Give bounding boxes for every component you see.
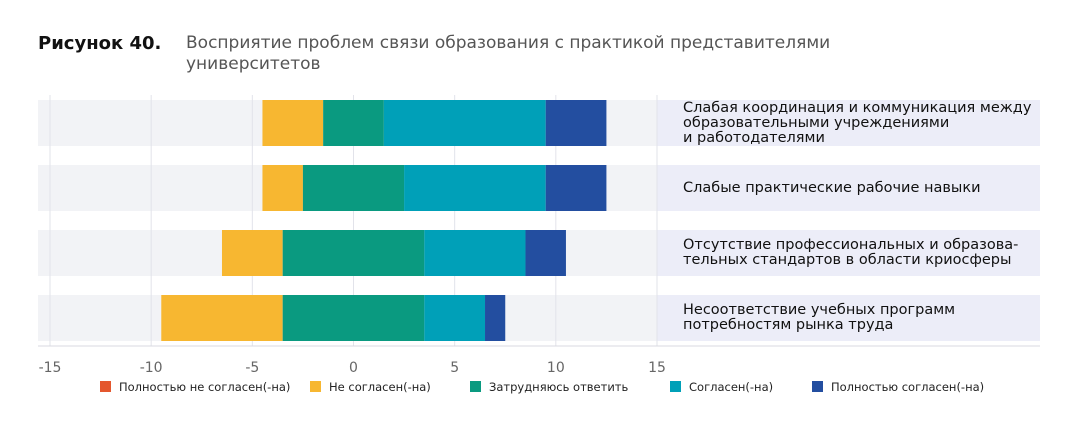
bar-segment	[282, 230, 425, 276]
legend-swatch	[670, 381, 681, 392]
bar-segment	[383, 100, 546, 146]
bar-segment	[302, 165, 405, 211]
bar-segment	[424, 230, 526, 276]
bar-segment	[282, 295, 425, 341]
bar-segment	[424, 295, 486, 341]
x-tick-label: -5	[245, 360, 259, 376]
bar-segment	[545, 100, 607, 146]
legend-label: Затрудняюсь ответить	[489, 380, 629, 394]
x-tick-label: -10	[140, 360, 163, 376]
category-label: Слабая координация и коммуникация между …	[683, 99, 1032, 146]
chart-title: Восприятие проблем связи образования с п…	[186, 33, 831, 74]
bar-segment	[262, 100, 324, 146]
legend-label: Не согласен(-на)	[329, 380, 431, 394]
bar-segment	[485, 295, 506, 341]
legend-label: Согласен(-на)	[689, 380, 773, 394]
category-label: Отсутствие профессиональных и образова- …	[683, 237, 1019, 268]
bar-segment	[161, 295, 283, 341]
legend-swatch	[470, 381, 481, 392]
figure-label: Рисунок 40.	[38, 33, 162, 54]
x-tick-label: 0	[349, 360, 358, 376]
category-label: Несоответствие учебных программ потребно…	[683, 302, 956, 333]
legend-swatch	[100, 381, 111, 392]
legend-label: Полностью согласен(-на)	[831, 380, 984, 394]
bar-segment	[323, 100, 384, 146]
bar-segment	[525, 230, 566, 276]
bar-segment	[262, 165, 303, 211]
label-background	[657, 165, 1040, 211]
x-tick-label: -15	[39, 360, 62, 376]
category-label: Слабые практические рабочие навыки	[683, 179, 981, 196]
bar-segment	[221, 230, 283, 276]
legend-swatch	[812, 381, 823, 392]
bar-segment	[545, 165, 607, 211]
legend-label: Полностью не согласен(-на)	[119, 380, 290, 394]
label-background	[657, 100, 1040, 146]
x-tick-label: 10	[547, 360, 565, 376]
label-background	[657, 295, 1040, 341]
legend-swatch	[310, 381, 321, 392]
label-background	[657, 230, 1040, 276]
bar-segment	[404, 165, 546, 211]
x-tick-label: 5	[450, 360, 459, 376]
x-tick-label: 15	[648, 360, 666, 376]
